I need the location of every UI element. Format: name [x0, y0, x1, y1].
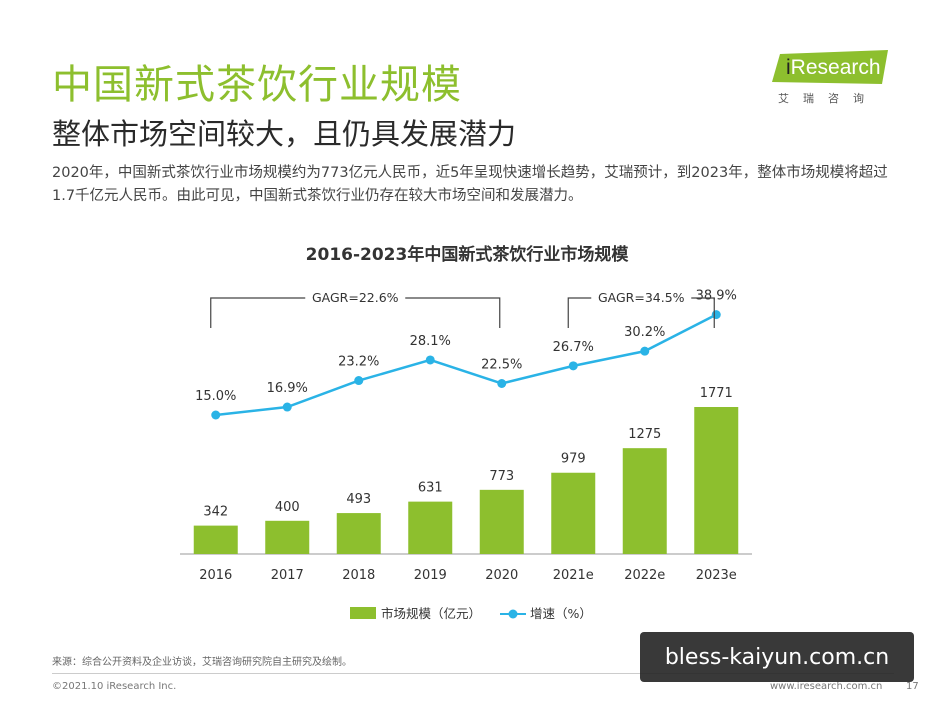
bar-2021e: [551, 472, 596, 554]
description-text: 2020年，中国新式茶饮行业市场规模约为773亿元人民币，近5年呈现快速增长趋势…: [52, 165, 888, 204]
page-subtitle: 整体市场空间较大，且仍具发展潜力: [52, 117, 517, 151]
x-tick-label: 2017: [271, 568, 304, 583]
source-note: 来源：综合公开资料及企业访谈，艾瑞咨询研究院自主研究及绘制。: [52, 657, 352, 668]
cagr-bracket-left-0: [210, 297, 306, 328]
growth-line: [215, 313, 717, 417]
website-link[interactable]: www.iresearch.com.cn: [770, 681, 883, 692]
x-tick-label: 2021e: [553, 568, 594, 583]
legend-line-marker: [508, 609, 518, 619]
bar-value-label: 979: [561, 452, 586, 467]
growth-point-2023e: [711, 310, 721, 320]
growth-point-2017: [282, 402, 292, 412]
legend-line-label: 增速（%）: [530, 606, 592, 621]
x-tick-label: 2019: [414, 568, 447, 583]
growth-label: 16.9%: [267, 381, 308, 396]
bar-2020: [479, 489, 524, 554]
growth-point-2020: [497, 379, 507, 388]
growth-label: 26.7%: [553, 340, 594, 355]
bar-value-label: 342: [203, 505, 228, 520]
bar-2016: [193, 525, 238, 554]
iresearch-logo: iResearch 艾瑞咨询: [770, 50, 895, 110]
bar-value-label: 773: [489, 469, 514, 484]
growth-point-2016: [211, 410, 221, 420]
cagr-bracket-right-0: [405, 297, 501, 328]
logo-subtitle: 艾瑞咨询: [778, 92, 878, 105]
x-tick-label: 2016: [199, 568, 232, 583]
bar-2023e: [694, 407, 739, 554]
growth-label: 30.2%: [624, 325, 665, 340]
footer-divider: [52, 673, 894, 674]
growth-point-2022e: [640, 346, 650, 356]
x-tick-label: 2018: [342, 568, 375, 583]
growth-label: 28.1%: [410, 334, 451, 349]
cagr-bracket-right-1: [691, 297, 715, 328]
watermark: bless-kaiyun.com.cn: [640, 632, 914, 682]
logo-badge-icon: [772, 50, 888, 84]
bar-value-label: 400: [275, 500, 300, 515]
logo-i: i: [786, 56, 791, 79]
bar-2018: [336, 513, 381, 554]
bar-2019: [408, 501, 453, 554]
growth-point-2021e: [568, 361, 578, 371]
growth-label: 23.2%: [338, 355, 379, 370]
growth-point-2018: [354, 376, 364, 386]
x-tick-label: 2023e: [696, 568, 737, 583]
bar-2022e: [622, 448, 667, 554]
copyright: ©2021.10 iResearch Inc.: [52, 681, 177, 692]
page-title: 中国新式茶饮行业规模: [52, 62, 462, 108]
legend-bar-swatch: [350, 607, 376, 619]
bar-value-label: 631: [418, 481, 443, 496]
market-size-chart: 342 2016 400 2017 493 2018 631 2019 773 2020 979 20…: [180, 289, 752, 621]
legend-bar-label: 市场规模（亿元）: [381, 606, 481, 621]
page-number: 17: [906, 681, 919, 692]
x-tick-label: 2022e: [624, 568, 665, 583]
cagr-bracket-left-1: [567, 297, 592, 328]
growth-label: 38.9%: [696, 289, 737, 304]
bar-value-label: 1771: [700, 386, 733, 401]
growth-label: 15.0%: [195, 389, 236, 404]
chart-title: 2016-2023年中国新式茶饮行业市场规模: [305, 245, 629, 265]
cagr-label: GAGR=22.6%: [312, 290, 399, 305]
bar-value-label: 493: [346, 492, 371, 507]
growth-label: 22.5%: [481, 358, 522, 373]
bar-2017: [265, 520, 310, 554]
growth-point-2019: [425, 355, 435, 365]
cagr-label: GAGR=34.5%: [598, 290, 685, 305]
bar-value-label: 1275: [628, 427, 661, 442]
x-tick-label: 2020: [485, 568, 518, 583]
logo-research: Research: [790, 56, 881, 79]
logo-wordmark: iResearch: [786, 56, 881, 80]
